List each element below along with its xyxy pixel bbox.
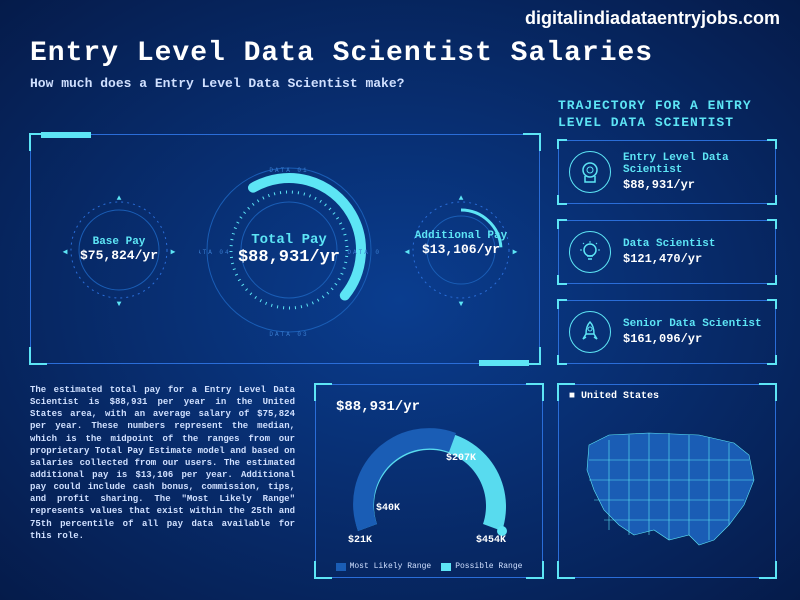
additional-pay-label: Additional Pay xyxy=(401,230,521,242)
base-pay-dial: ▲ ▼ ◀ ▶ Base Pay $75,824/yr xyxy=(59,190,179,315)
base-pay-value: $75,824/yr xyxy=(59,248,179,263)
page-title: Entry Level Data Scientist Salaries xyxy=(30,38,653,69)
map-title: ■ United States xyxy=(569,391,659,402)
svg-text:▲: ▲ xyxy=(117,194,122,203)
bulb-icon xyxy=(569,231,611,273)
traj-title-1: Data Scientist xyxy=(623,238,715,250)
trajectory-card-senior: Senior Data Scientist $161,096/yr xyxy=(558,300,776,364)
traj-title-2: Senior Data Scientist xyxy=(623,318,762,330)
additional-pay-value: $13,106/yr xyxy=(401,242,521,257)
svg-text:▼: ▼ xyxy=(459,300,464,309)
gauge-high-likely: $207K xyxy=(446,453,476,464)
watermark: digitalindiadataentryjobs.com xyxy=(525,8,780,29)
svg-text:▼: ▼ xyxy=(117,300,122,309)
trajectory-card-entry: Entry Level Data Scientist $88,931/yr xyxy=(558,140,776,204)
total-pay-dial: DATA 01 DATA 02 DATA 03 DATA 04 Total Pa… xyxy=(199,160,379,345)
gauge-low-label: $40K xyxy=(376,503,400,514)
traj-value-2: $161,096/yr xyxy=(623,332,762,346)
svg-text:DATA 01: DATA 01 xyxy=(269,167,308,174)
additional-pay-dial: ▲ ▼ ◀ ▶ Additional Pay $13,106/yr xyxy=(401,190,521,315)
traj-value-0: $88,931/yr xyxy=(623,178,765,192)
traj-value-1: $121,470/yr xyxy=(623,252,715,266)
svg-text:▲: ▲ xyxy=(459,194,464,203)
us-map xyxy=(559,385,777,579)
description-text: The estimated total pay for a Entry Leve… xyxy=(30,384,295,542)
trajectory-card-mid: Data Scientist $121,470/yr xyxy=(558,220,776,284)
total-pay-value: $88,931/yr xyxy=(199,248,379,267)
pay-hud-panel: ▲ ▼ ◀ ▶ Base Pay $75,824/yr DATA 01 DATA… xyxy=(30,134,540,364)
head-gear-icon xyxy=(569,151,611,193)
gauge-center-value: $88,931/yr xyxy=(336,399,420,415)
gauge-high-possible: $454K xyxy=(476,535,506,546)
range-gauge-panel: $88,931/yr $207K $40K $21K $454K Most Li… xyxy=(315,384,543,578)
trajectory-heading: TRAJECTORY FOR A ENTRY LEVEL DATA SCIENT… xyxy=(558,98,800,132)
page-subtitle: How much does a Entry Level Data Scienti… xyxy=(30,76,404,91)
map-panel: ■ United States xyxy=(558,384,776,578)
total-pay-label: Total Pay xyxy=(199,232,379,248)
svg-text:DATA 03: DATA 03 xyxy=(269,331,308,338)
gauge-low: $21K xyxy=(348,535,372,546)
gauge-legend: Most Likely Range Possible Range xyxy=(316,562,542,571)
traj-title-0: Entry Level Data Scientist xyxy=(623,152,765,176)
base-pay-label: Base Pay xyxy=(59,236,179,248)
rocket-icon xyxy=(569,311,611,353)
